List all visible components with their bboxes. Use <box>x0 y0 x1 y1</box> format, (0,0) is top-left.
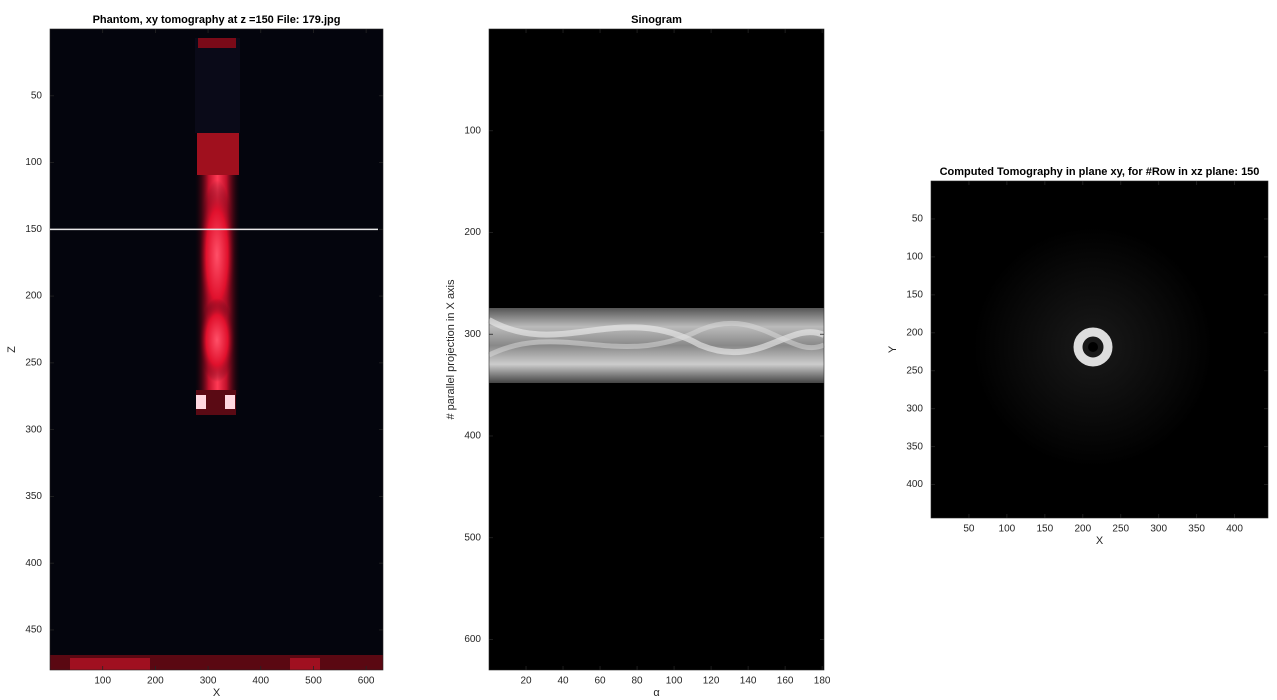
x-tick-label: 200 <box>147 676 164 687</box>
chart-title: Sinogram <box>631 14 682 26</box>
x-tick-label: 50 <box>963 524 975 535</box>
x-tick-label: 300 <box>1150 524 1167 535</box>
y-tick-label: 350 <box>906 441 923 452</box>
x-axis-label: X <box>1096 535 1104 547</box>
y-tick-label: 100 <box>25 157 42 168</box>
y-tick-label: 250 <box>25 357 42 368</box>
x-tick-label: 100 <box>666 676 683 687</box>
y-axis-label: Z <box>6 346 18 353</box>
axes-box <box>488 28 825 671</box>
x-tick-label: 250 <box>1112 524 1129 535</box>
y-tick-label: 600 <box>464 634 481 645</box>
chart-title: Phantom, xy tomography at z =150 File: 1… <box>93 14 341 26</box>
y-axis-label: # parallel projection in X axis <box>445 279 457 420</box>
x-tick-label: 150 <box>1037 524 1054 535</box>
y-tick-label: 300 <box>25 424 42 435</box>
y-tick-label: 100 <box>906 252 923 263</box>
y-tick-label: 400 <box>25 558 42 569</box>
x-tick-label: 120 <box>703 676 720 687</box>
x-tick-label: 200 <box>1074 524 1091 535</box>
x-tick-label: 400 <box>252 676 269 687</box>
x-axis-label: α <box>653 687 660 699</box>
axes-box <box>930 180 1269 519</box>
y-tick-label: 350 <box>25 491 42 502</box>
x-tick-label: 160 <box>777 676 794 687</box>
y-tick-label: 200 <box>25 291 42 302</box>
y-tick-label: 50 <box>31 90 43 101</box>
x-tick-label: 20 <box>520 676 532 687</box>
y-tick-label: 200 <box>906 327 923 338</box>
x-tick-label: 140 <box>740 676 757 687</box>
y-axis-label: Y <box>887 345 899 353</box>
axes-box <box>49 28 384 671</box>
x-tick-label: 60 <box>594 676 606 687</box>
x-axis-label: X <box>213 687 221 699</box>
y-tick-label: 100 <box>464 125 481 136</box>
reconstruction-image <box>931 181 1268 518</box>
x-tick-label: 350 <box>1188 524 1205 535</box>
sinogram-image <box>487 29 826 670</box>
y-tick-label: 500 <box>464 532 481 543</box>
x-tick-label: 180 <box>814 676 831 687</box>
x-tick-label: 300 <box>200 676 217 687</box>
y-tick-label: 50 <box>912 214 924 225</box>
x-tick-label: 400 <box>1226 524 1243 535</box>
y-tick-label: 450 <box>25 625 42 636</box>
x-tick-label: 100 <box>999 524 1016 535</box>
phantom-image <box>50 29 383 670</box>
y-tick-label: 300 <box>464 329 481 340</box>
y-tick-label: 150 <box>25 224 42 235</box>
x-tick-label: 40 <box>557 676 569 687</box>
y-tick-label: 400 <box>906 479 923 490</box>
x-tick-label: 80 <box>632 676 644 687</box>
y-tick-label: 400 <box>464 431 481 442</box>
y-tick-label: 200 <box>464 227 481 238</box>
x-tick-label: 600 <box>358 676 375 687</box>
x-tick-label: 100 <box>94 676 111 687</box>
y-tick-label: 250 <box>906 365 923 376</box>
chart-title: Computed Tomography in plane xy, for #Ro… <box>940 166 1260 178</box>
x-tick-label: 500 <box>305 676 322 687</box>
y-tick-label: 300 <box>906 403 923 414</box>
y-tick-label: 150 <box>906 289 923 300</box>
